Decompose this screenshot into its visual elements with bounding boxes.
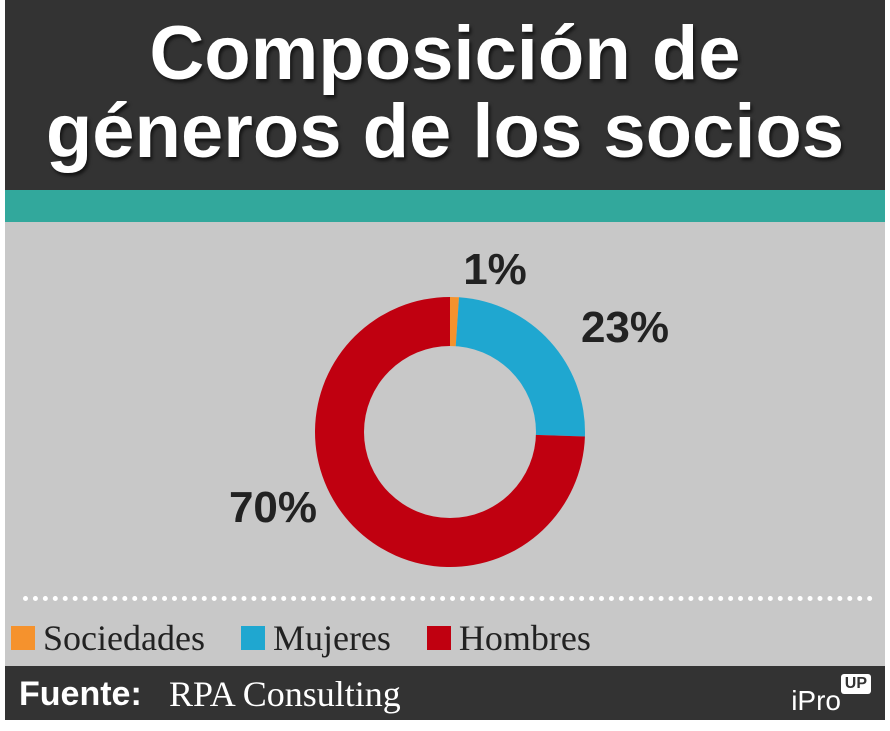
donut-chart: 1% 23% 70% [229, 245, 669, 567]
legend: Sociedades Mujeres Hombres [11, 618, 627, 658]
ipro-up-logo: iPro UP [761, 674, 871, 716]
title-line-1: Composición de [149, 11, 741, 96]
dotted-divider [23, 596, 873, 601]
pct-label-hombres: 70% [229, 483, 317, 532]
logo-text: iPro [791, 685, 841, 716]
header-banner: Composición de géneros de los socios [5, 0, 885, 190]
legend-swatch-sociedades [11, 626, 35, 650]
legend-item-sociedades: Sociedades [11, 618, 205, 658]
chart-area: 1% 23% 70% Sociedades Mujeres Hombres [5, 222, 885, 666]
logo-badge: UP [840, 674, 871, 694]
infographic: Composición de géneros de los socios 1% … [5, 0, 885, 731]
legend-swatch-hombres [426, 626, 451, 650]
footer-bar: Fuente: RPA Consulting iPro UP [5, 666, 885, 720]
pct-label-sociedades: 1% [463, 245, 527, 294]
title-line-2: géneros de los socios [45, 89, 845, 174]
legend-label-mujeres: Mujeres [272, 618, 391, 658]
legend-item-hombres: Hombres [426, 618, 591, 658]
source-label: Fuente: [19, 675, 142, 713]
legend-swatch-mujeres [240, 626, 265, 650]
donut-hole [364, 346, 536, 518]
accent-bar [5, 190, 885, 222]
legend-item-mujeres: Mujeres [240, 618, 391, 658]
pct-label-mujeres: 23% [581, 303, 669, 352]
source-value: RPA Consulting [169, 674, 401, 714]
legend-label-sociedades: Sociedades [43, 618, 205, 658]
legend-label-hombres: Hombres [458, 618, 591, 658]
